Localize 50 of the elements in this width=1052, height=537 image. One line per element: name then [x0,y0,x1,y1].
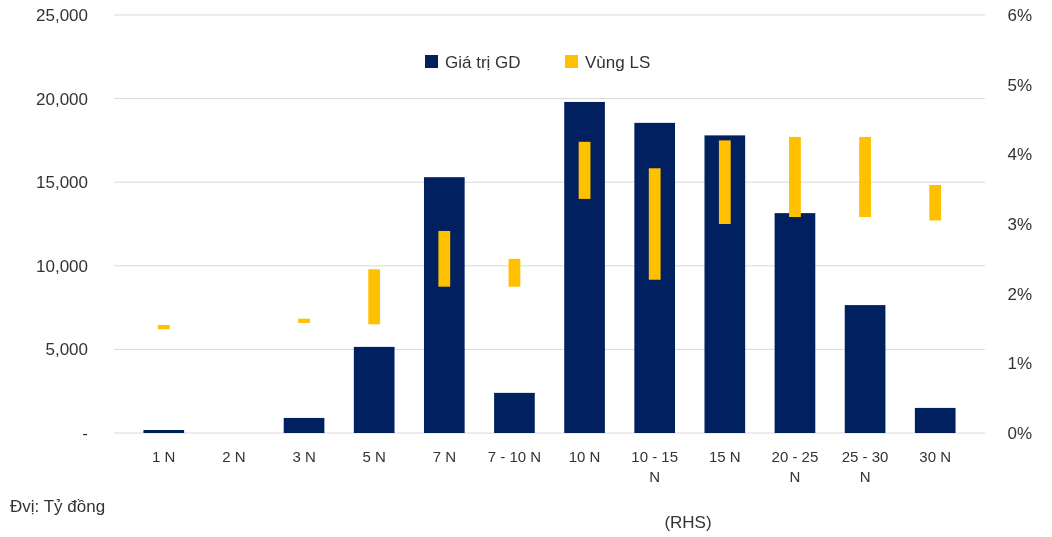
y2-tick-label: 4% [1007,145,1032,165]
bar [578,141,591,199]
y2-tick-label: 1% [1007,354,1032,374]
bar [914,407,956,433]
bar [774,213,816,433]
x-tick-label: 15 N [708,448,741,465]
y-tick-label: 10,000 [36,256,88,276]
x-tick-label: 1 N [152,448,176,465]
x-tick-label: 2 N [222,448,246,465]
bar [844,305,886,433]
y-tick-label: 5,000 [45,340,88,360]
x-tick-label: 3 N [292,448,316,465]
bar [718,140,731,224]
bar [368,269,381,325]
y-tick-label: 25,000 [36,5,88,25]
text: (RHS) [664,513,712,532]
bar [438,230,451,287]
bar [298,318,310,323]
bar [157,325,170,330]
x-tick-label: 7 - 10 N [487,448,542,465]
x-tick-label: 10 - 15 N [631,448,679,485]
x-tick-label: 5 N [362,448,386,465]
x-tick-label: 10 N [568,448,601,465]
y2-tick-label: 3% [1007,214,1032,234]
y-tick-label: 20,000 [36,89,88,109]
bar [494,392,535,433]
legend-label: Vùng LS [585,52,651,72]
bar [143,429,185,433]
y2-tick-label: 2% [1007,284,1032,304]
x-tick-label: 25 - 30 N [841,448,889,485]
text: Đvị: Tỷ đồng [10,497,106,516]
bar [929,184,942,221]
y-tick-label: - [82,423,88,443]
x-tick-label: 30 N [919,448,952,465]
legend-label: Giá trị GD [445,52,521,72]
bar [704,135,746,433]
y-tick-label: 15,000 [36,173,88,193]
x-tick-label: 20 - 25 N [771,448,819,485]
bar [789,136,801,218]
y2-tick-label: 5% [1007,75,1032,95]
y2-tick-label: 0% [1007,423,1032,443]
bar [859,136,871,218]
bar [564,101,605,433]
bar [423,177,465,433]
bar [353,346,395,433]
bar [283,417,325,433]
bar [508,258,521,287]
bar [648,168,661,280]
y2-tick-label: 6% [1007,5,1032,25]
x-tick-label: 7 N [432,448,456,465]
